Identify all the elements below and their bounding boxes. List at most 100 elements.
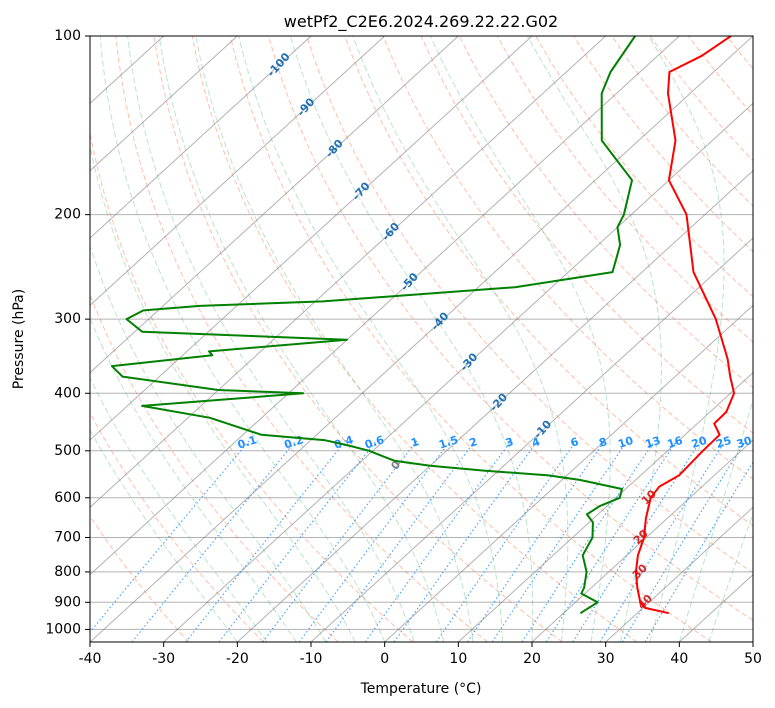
- dry-adiabat-line: [535, 36, 753, 298]
- mixing-ratio-label: 1: [409, 435, 420, 450]
- temperature-series-line: [634, 36, 736, 615]
- mixing-ratio-line: [491, 439, 629, 642]
- dry-adiabat-line: [765, 36, 775, 642]
- isotherm-line: [90, 36, 238, 172]
- x-tick-label: -30: [152, 651, 175, 667]
- y-axis: 100 200 300 400 500 600 700 800 900 1000: [45, 28, 90, 637]
- y-tick-label: 300: [54, 311, 81, 327]
- isotherm-line: [90, 36, 386, 307]
- isotherm-line: [310, 237, 753, 642]
- dry-adiabat-line: [382, 36, 753, 480]
- mixing-ratio-line: [435, 439, 578, 642]
- profile-series: [110, 36, 736, 615]
- mixing-ratio-label: 10: [616, 434, 635, 451]
- dry-adiabat-label: -100: [265, 50, 293, 79]
- x-axis-label: Temperature (°C): [360, 681, 482, 697]
- mixing-ratio-label: 3: [504, 435, 515, 450]
- y-tick-label: 1000: [45, 621, 81, 637]
- y-tick-label: 400: [54, 385, 81, 401]
- dry-adiabat-line: [191, 36, 638, 642]
- isotherm-line: [90, 36, 753, 642]
- moist-adiabat-line: [352, 36, 569, 642]
- mixing-ratio-line: [298, 439, 452, 642]
- mixing-ratio-label: 6: [569, 435, 581, 450]
- mixing-ratio-line: [572, 439, 702, 642]
- isotherm-line: [90, 36, 459, 374]
- mixing-ratio-line: [262, 439, 418, 642]
- mixing-ratio-line: [644, 461, 753, 642]
- y-tick-label: 900: [54, 594, 81, 610]
- moist-adiabat-line: [289, 36, 534, 642]
- isotherm-line: [236, 169, 753, 642]
- dry-adiabat-line: [687, 36, 753, 116]
- mixing-ratio-label: 1.5: [437, 433, 460, 451]
- x-tick-label: 50: [744, 651, 762, 667]
- moist-adiabat-line: [429, 36, 611, 642]
- isotherm-line: [605, 506, 753, 642]
- y-tick-label: 500: [54, 443, 81, 459]
- x-tick-label: 10: [449, 651, 467, 667]
- mixing-ratio-line: [218, 439, 378, 642]
- dry-adiabat-line: [726, 36, 753, 70]
- chart-title: wetPf2_C2E6.2024.269.22.22.G02: [284, 12, 558, 32]
- isotherm-line: [90, 36, 312, 239]
- mixing-ratio-label: 16: [666, 434, 685, 451]
- y-axis-label: Pressure (hPa): [11, 289, 27, 389]
- dry-adiabat-line: [268, 36, 753, 622]
- y-tick-label: 100: [54, 28, 81, 44]
- isotherm-line: [384, 304, 753, 642]
- plot-area: -100-90-80-70-60-50-40-30-20-10010203040…: [90, 36, 775, 642]
- x-tick-label: -10: [300, 651, 323, 667]
- moist-adiabat-line: [526, 36, 662, 642]
- moist-adiabat-line: [648, 36, 725, 642]
- isotherm-line: [90, 36, 533, 441]
- isotherm-line: [90, 36, 607, 509]
- isotherms: [90, 36, 753, 642]
- mixing-ratio-label: 13: [644, 434, 663, 451]
- isotherm-line: [163, 102, 753, 642]
- isobars: [90, 36, 753, 630]
- x-tick-label: -20: [226, 651, 249, 667]
- x-axis: -40 -30 -20 -10 0 10 20 30 40 50: [79, 642, 762, 667]
- plot-frame: [89, 35, 754, 643]
- mixing-ratio-label: 36: [756, 434, 775, 451]
- isotherm-line: [752, 641, 753, 642]
- dry-adiabats: [90, 36, 775, 642]
- isotherm-line: [90, 36, 680, 576]
- moist-adiabats: [90, 36, 753, 642]
- mixing-ratio-line: [599, 439, 727, 642]
- mixing-ratio-label: 0.1: [236, 433, 259, 451]
- dry-adiabat-line: [306, 36, 753, 574]
- mixing-ratio-line: [621, 439, 747, 642]
- y-tick-label: 700: [54, 530, 81, 546]
- y-tick-label: 800: [54, 564, 81, 580]
- moist-adiabat-line: [90, 376, 268, 642]
- mixing-ratio-line: [131, 439, 297, 642]
- mixing-ratio-line: [185, 439, 347, 642]
- mixing-ratio-line: [325, 439, 476, 642]
- y-tick-label: 200: [54, 207, 81, 223]
- moist-adiabat-line: [238, 36, 503, 642]
- mixing-ratio-label: 20: [690, 434, 709, 451]
- mixing-ratio-label: 0.4: [332, 433, 355, 451]
- dry-adiabat-line: [649, 36, 753, 162]
- dry-adiabat-line: [115, 36, 488, 642]
- x-tick-label: 30: [597, 651, 615, 667]
- moist-adiabat-line: [678, 397, 753, 642]
- mixing-ratio-line: [545, 439, 678, 642]
- mixing-ratio-label: 4: [530, 435, 542, 450]
- moist-adiabat-line: [90, 244, 327, 642]
- moist-adiabat-line: [99, 36, 386, 642]
- x-tick-label: -40: [79, 651, 102, 667]
- dewpoint-series-line: [110, 36, 636, 615]
- moist-adiabat-line: [90, 429, 238, 642]
- dry-adiabat-line: [496, 36, 753, 343]
- dry-adiabat-line: [458, 36, 753, 389]
- mixing-ratio-label: 0.6: [363, 433, 386, 451]
- mixing-ratio-line: [393, 439, 539, 642]
- moist-adiabat-line: [127, 36, 415, 642]
- mixing-ratio-line: [466, 439, 606, 642]
- dry-adiabat-line: [611, 36, 753, 207]
- x-tick-label: 0: [380, 651, 389, 667]
